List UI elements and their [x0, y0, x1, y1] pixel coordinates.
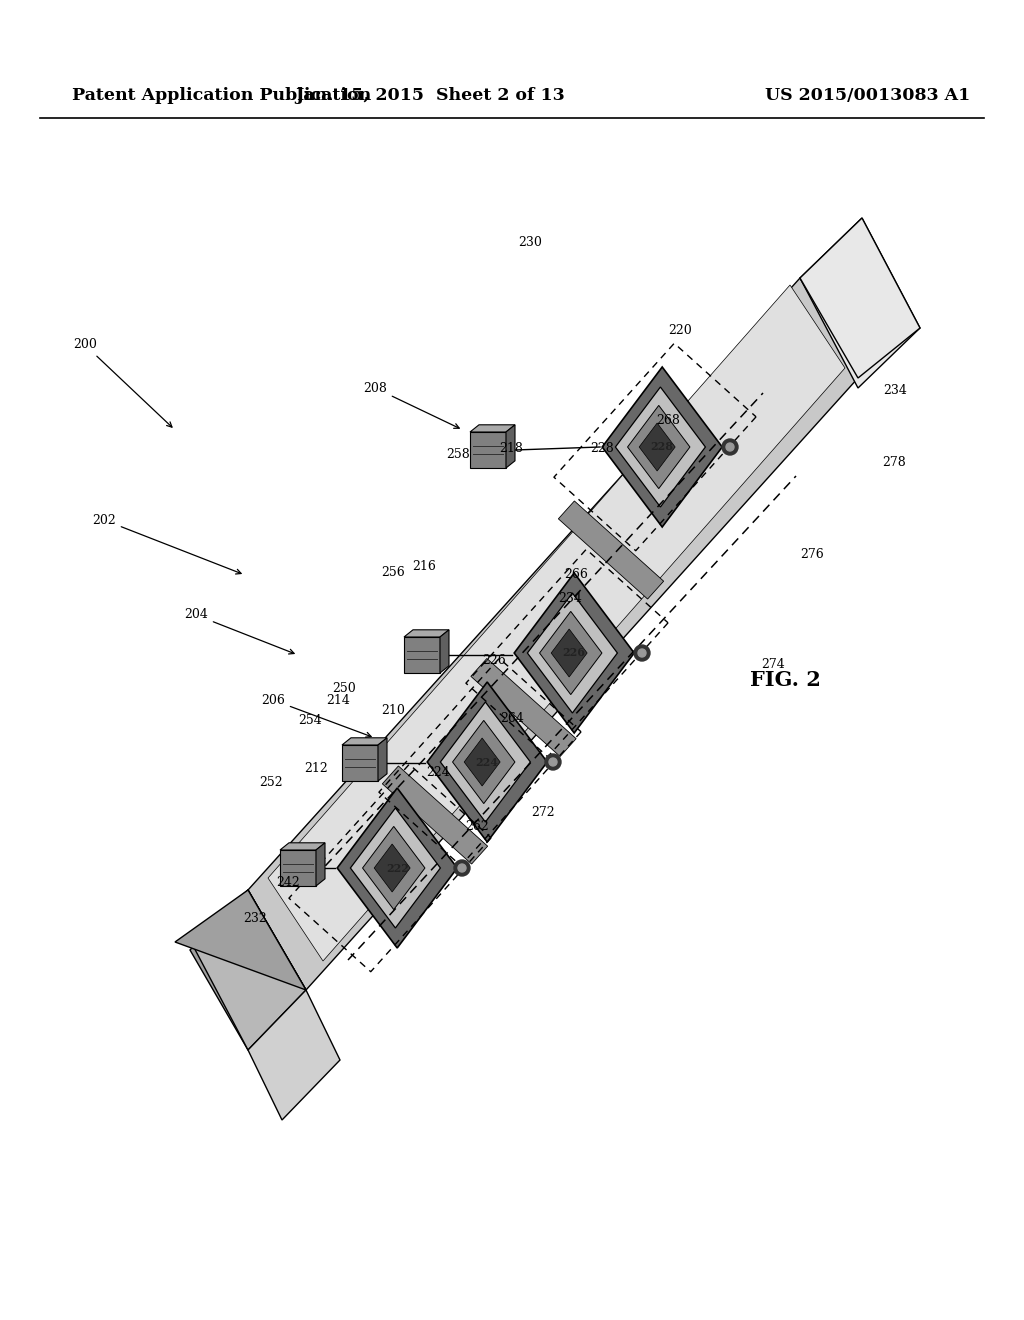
Text: 258: 258: [446, 449, 470, 462]
Polygon shape: [558, 502, 664, 599]
Polygon shape: [800, 218, 920, 388]
Text: 226: 226: [563, 648, 586, 659]
Text: 214: 214: [326, 693, 350, 706]
Polygon shape: [248, 279, 858, 990]
Text: 200: 200: [73, 338, 172, 428]
Text: 226: 226: [482, 653, 506, 667]
Circle shape: [634, 645, 650, 661]
Polygon shape: [316, 842, 325, 886]
Circle shape: [545, 754, 561, 770]
Polygon shape: [382, 766, 487, 865]
Polygon shape: [639, 422, 675, 471]
Polygon shape: [342, 738, 387, 744]
Text: 228: 228: [590, 441, 613, 454]
Polygon shape: [628, 405, 690, 488]
Polygon shape: [464, 738, 500, 785]
Text: 234: 234: [883, 384, 907, 396]
Text: 254: 254: [298, 714, 322, 726]
Polygon shape: [615, 387, 706, 507]
Circle shape: [722, 440, 738, 455]
Circle shape: [638, 649, 646, 657]
Text: 256: 256: [381, 566, 404, 579]
Polygon shape: [248, 990, 340, 1119]
Text: 212: 212: [304, 762, 328, 775]
Text: 218: 218: [499, 441, 523, 454]
Text: 224: 224: [426, 767, 450, 780]
Polygon shape: [280, 850, 316, 886]
Text: 222: 222: [386, 862, 409, 874]
Text: 262: 262: [465, 820, 488, 833]
Text: 274: 274: [761, 659, 784, 672]
Text: 210: 210: [381, 704, 404, 717]
Polygon shape: [440, 630, 449, 673]
Circle shape: [549, 758, 557, 766]
Circle shape: [726, 444, 734, 451]
Text: 230: 230: [518, 235, 542, 248]
Polygon shape: [471, 659, 577, 756]
Polygon shape: [470, 425, 515, 432]
Polygon shape: [540, 611, 602, 694]
Text: 234: 234: [558, 591, 582, 605]
Text: 242: 242: [276, 875, 300, 888]
Text: 264: 264: [500, 711, 524, 725]
Polygon shape: [190, 890, 306, 1049]
Text: 278: 278: [882, 455, 906, 469]
Polygon shape: [404, 638, 440, 673]
Polygon shape: [453, 721, 515, 804]
Circle shape: [454, 861, 470, 876]
Text: 216: 216: [412, 560, 436, 573]
Polygon shape: [374, 843, 411, 892]
Polygon shape: [342, 744, 378, 781]
Text: 204: 204: [184, 609, 294, 653]
Polygon shape: [280, 842, 325, 850]
Text: Patent Application Publication: Patent Application Publication: [72, 87, 372, 103]
Text: 224: 224: [476, 756, 499, 767]
Text: 208: 208: [364, 381, 459, 428]
Polygon shape: [602, 367, 722, 527]
Polygon shape: [175, 890, 306, 990]
Polygon shape: [551, 630, 587, 677]
Polygon shape: [337, 788, 457, 948]
Text: 202: 202: [92, 513, 241, 574]
Polygon shape: [350, 808, 440, 928]
Text: 228: 228: [650, 441, 674, 453]
Text: 272: 272: [531, 805, 555, 818]
Text: 252: 252: [259, 776, 283, 789]
Text: 206: 206: [261, 693, 371, 737]
Polygon shape: [440, 702, 530, 822]
Polygon shape: [362, 826, 425, 909]
Polygon shape: [268, 285, 845, 961]
Polygon shape: [190, 890, 306, 1049]
Polygon shape: [404, 630, 449, 638]
Circle shape: [458, 865, 466, 873]
Text: 232: 232: [243, 912, 267, 924]
Text: 266: 266: [564, 568, 588, 581]
Text: 276: 276: [800, 549, 824, 561]
Text: FIG. 2: FIG. 2: [750, 671, 820, 690]
Text: 250: 250: [332, 681, 356, 694]
Text: 268: 268: [656, 413, 680, 426]
Polygon shape: [527, 593, 617, 713]
Polygon shape: [470, 432, 506, 469]
Polygon shape: [378, 738, 387, 781]
Polygon shape: [506, 425, 515, 469]
Text: 220: 220: [668, 323, 692, 337]
Text: US 2015/0013083 A1: US 2015/0013083 A1: [765, 87, 970, 103]
Text: Jan. 15, 2015  Sheet 2 of 13: Jan. 15, 2015 Sheet 2 of 13: [295, 87, 565, 103]
Polygon shape: [800, 218, 920, 378]
Polygon shape: [427, 682, 547, 842]
Polygon shape: [514, 573, 634, 733]
